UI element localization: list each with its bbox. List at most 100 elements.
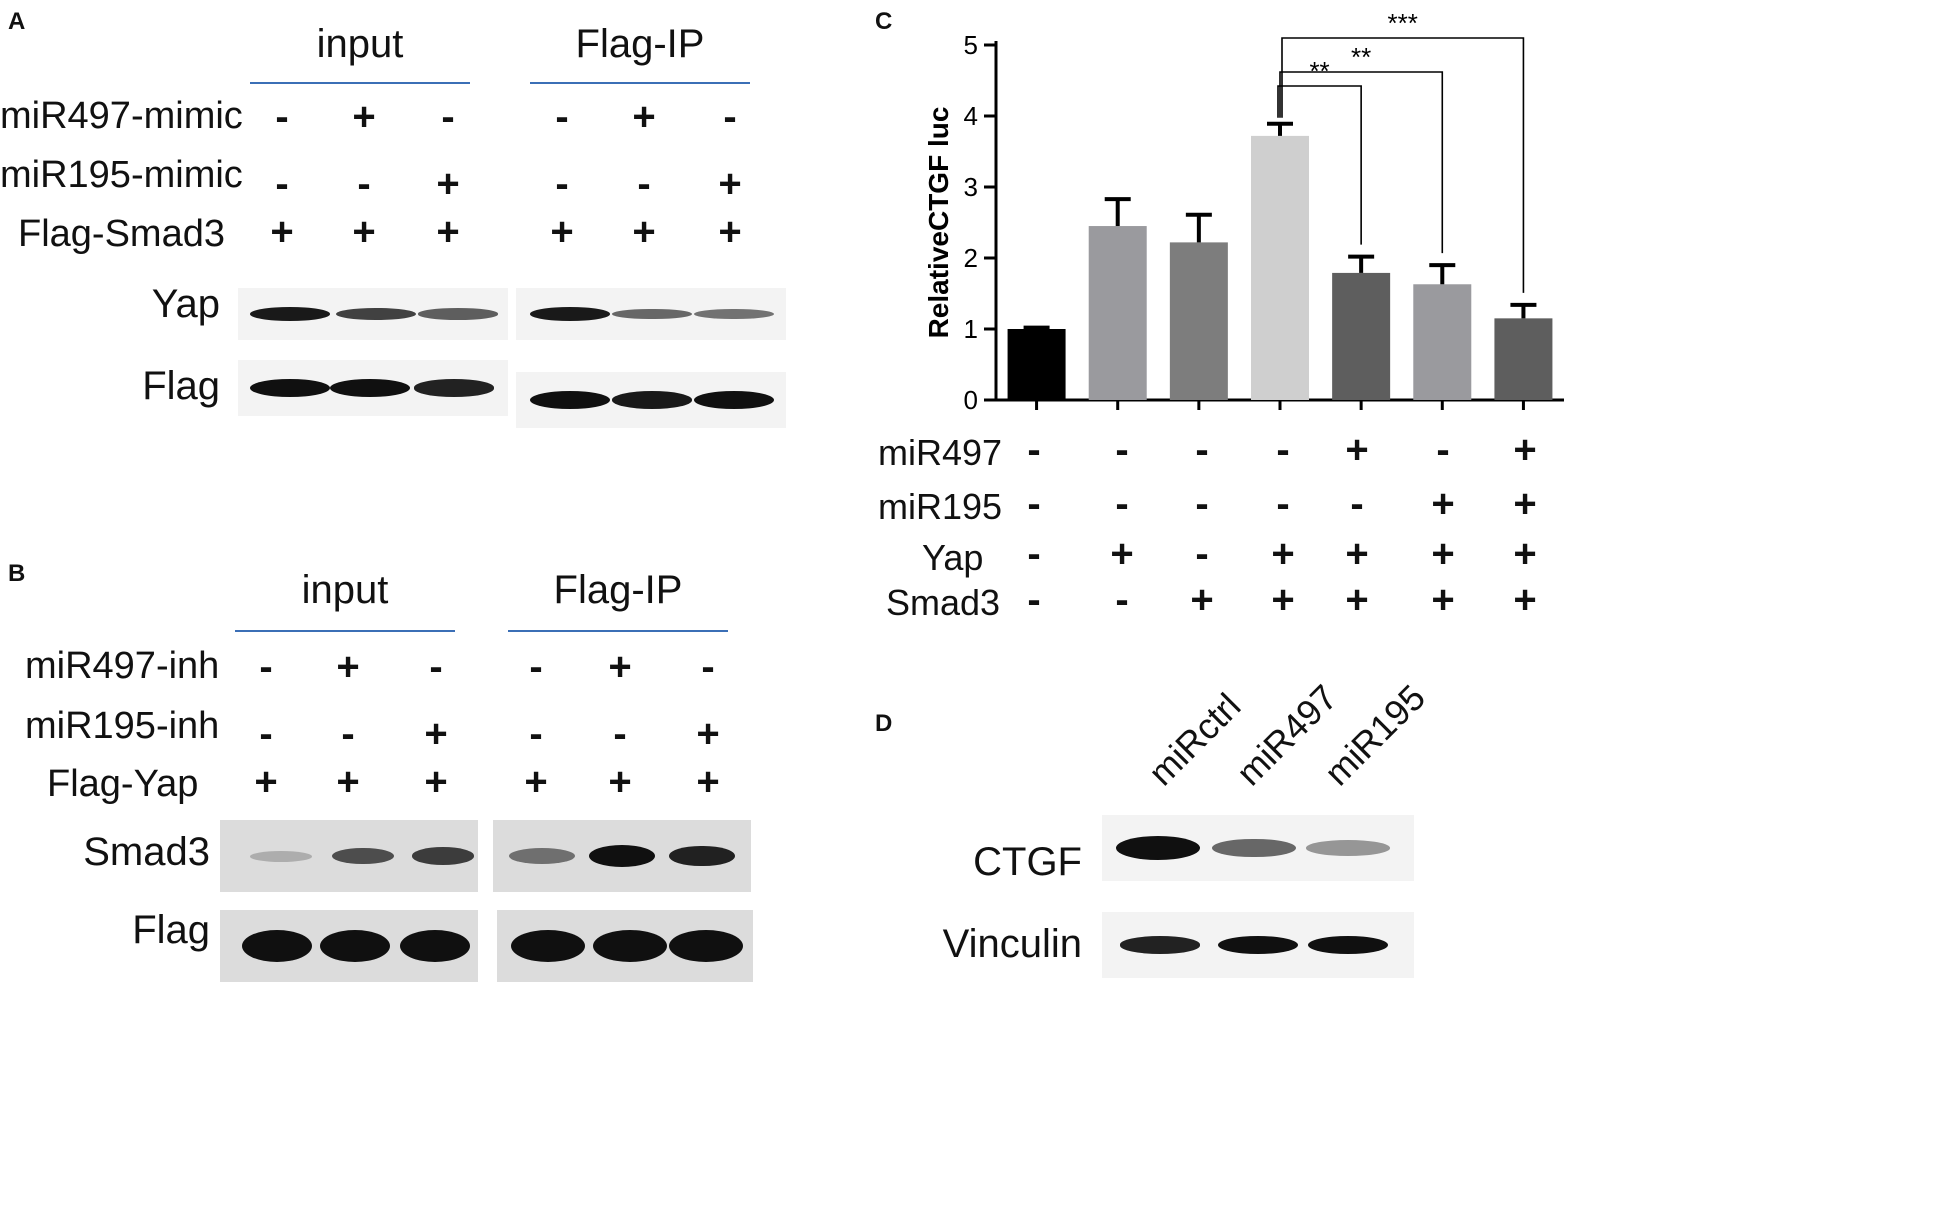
significance-label: *** <box>1388 8 1418 38</box>
blot-band <box>1120 936 1200 954</box>
panel-d-letter: D <box>875 710 893 737</box>
blot-band <box>1308 936 1388 954</box>
panel-b-symbol: - <box>529 645 543 689</box>
panel-a-symbol: + <box>270 210 294 254</box>
blot-band <box>412 847 474 865</box>
panel-c-symbol: + <box>1513 428 1537 472</box>
panel-a-yap-input-blot <box>238 288 508 340</box>
significance-label: ** <box>1309 56 1329 86</box>
panel-b-symbol: - <box>259 645 273 689</box>
y-tick-label: 5 <box>964 30 978 60</box>
blot-band <box>1218 936 1298 954</box>
panel-c-symbol: - <box>1027 578 1041 622</box>
significance-bracket <box>1279 71 1444 254</box>
panel-b-blot-label: Flag <box>132 908 210 952</box>
panel-c-symbol: + <box>1431 532 1455 576</box>
significance-bracket <box>1277 85 1362 245</box>
panel-a-symbol: + <box>352 210 376 254</box>
panel-c-symbol: - <box>1276 428 1290 472</box>
blot-band <box>509 848 575 864</box>
panel-b-symbol: - <box>341 712 355 756</box>
blot-band <box>414 379 494 397</box>
panel-b-symbol: + <box>336 760 360 804</box>
blot-band <box>669 845 735 867</box>
panel-b-symbol: + <box>424 712 448 756</box>
y-tick-label: 3 <box>964 172 978 202</box>
panel-b-flag-input-blot <box>220 910 478 982</box>
panel-c-symbol: + <box>1345 578 1369 622</box>
blot-band <box>332 847 394 865</box>
panel-a-row-label: Flag-Smad3 <box>18 213 225 255</box>
bar <box>1169 242 1228 400</box>
panel-b-row-label: miR497-inh <box>25 645 220 687</box>
panel-a-yap-ip-blot <box>516 288 786 340</box>
panel-b-symbol: + <box>696 712 720 756</box>
blot-band <box>694 391 774 409</box>
panel-a-symbol: + <box>632 210 656 254</box>
blot-band <box>669 930 743 962</box>
panel-b-smad3-input-blot <box>220 820 478 892</box>
panel-d-blot-label: CTGF <box>973 840 1082 884</box>
blot-band <box>250 850 312 862</box>
panel-a-symbol: + <box>550 210 574 254</box>
panel-b-symbol: + <box>608 645 632 689</box>
panel-b-input-title: input <box>301 568 389 612</box>
panel-a-flagip-title: Flag-IP <box>575 22 705 66</box>
panel-a-symbol: + <box>632 95 656 139</box>
panel-d-ctgf-blot <box>1102 815 1414 881</box>
bar <box>1251 135 1309 400</box>
significance-label: ** <box>1351 42 1371 72</box>
panel-b-symbol: + <box>608 760 632 804</box>
panel-c-symbol: - <box>1115 482 1129 526</box>
bar <box>1088 226 1147 400</box>
bar <box>1494 318 1553 400</box>
panel-a-symbol: + <box>718 210 742 254</box>
panel-c-symbol: + <box>1190 578 1214 622</box>
panel-b-symbol: - <box>701 645 715 689</box>
panel-c-symbol: + <box>1345 532 1369 576</box>
panel-a-row-label: miR497-mimic <box>0 95 243 137</box>
significance-bracket <box>1281 37 1525 293</box>
panel-a-symbol: + <box>352 95 376 139</box>
panel-a-symbol: - <box>723 95 737 139</box>
panel-c-symbol: - <box>1027 532 1041 576</box>
panel-b-input-divider <box>235 630 455 632</box>
panel-c-symbol: + <box>1513 578 1537 622</box>
blot-band <box>589 845 655 867</box>
panel-b-symbol: - <box>259 712 273 756</box>
panel-b-symbol: - <box>529 712 543 756</box>
blot-band <box>593 930 667 962</box>
panel-a-row-label: miR195-mimic <box>0 154 243 196</box>
blot-band <box>694 308 774 320</box>
panel-b-symbol: + <box>524 760 548 804</box>
panel-b-row-label: miR195-inh <box>25 705 220 747</box>
panel-c-row-label: Smad3 <box>886 582 1001 623</box>
panel-c-symbol: - <box>1027 482 1041 526</box>
panel-c-symbol: - <box>1436 428 1450 472</box>
panel-a-symbol: - <box>555 95 569 139</box>
panel-b-symbol: - <box>429 645 443 689</box>
panel-b-flagip-title: Flag-IP <box>553 568 683 612</box>
panel-a-input-title: input <box>316 22 404 66</box>
panel-c-symbol: - <box>1195 428 1209 472</box>
blot-band <box>250 307 330 321</box>
panel-a-symbol: + <box>436 162 460 206</box>
panel-a-symbol: - <box>275 95 289 139</box>
blot-band <box>336 307 416 321</box>
panel-a-symbol: + <box>718 162 742 206</box>
panel-b-symbol: + <box>424 760 448 804</box>
panel-b-symbol: + <box>254 760 278 804</box>
bar <box>1007 329 1066 400</box>
panel-c-symbol: + <box>1513 532 1537 576</box>
bar <box>1413 284 1472 400</box>
panel-a-symbol: + <box>436 210 460 254</box>
blot-band <box>511 930 585 962</box>
panel-c-symbol: - <box>1027 428 1041 472</box>
panel-c-symbol: - <box>1276 482 1290 526</box>
panel-b-blot-label: Smad3 <box>83 830 210 874</box>
panel-a-symbol: - <box>441 95 455 139</box>
y-tick-label: 2 <box>964 243 978 273</box>
panel-c-symbol: + <box>1431 578 1455 622</box>
blot-band <box>530 307 610 321</box>
blot-band <box>612 308 692 320</box>
